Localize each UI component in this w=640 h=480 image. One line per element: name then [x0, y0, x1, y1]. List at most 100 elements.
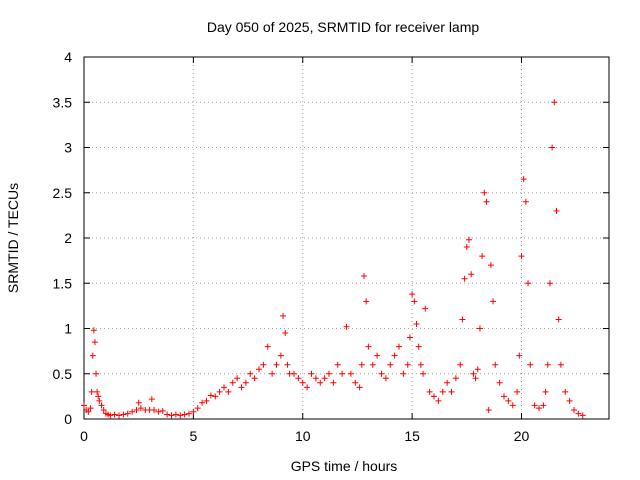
data-point [365, 343, 372, 350]
y-tick-label: 1 [64, 321, 72, 337]
data-point [549, 144, 556, 151]
data-point [566, 397, 573, 404]
data-point [194, 405, 201, 412]
data-point [190, 408, 197, 415]
data-point [203, 397, 210, 404]
data-point [555, 316, 562, 323]
data-point [490, 298, 497, 305]
data-point [374, 352, 381, 359]
data-point [284, 361, 291, 368]
data-point [247, 370, 254, 377]
data-point [474, 366, 481, 373]
data-point [172, 411, 179, 418]
data-point [273, 361, 280, 368]
data-point [439, 388, 446, 395]
data-point [444, 379, 451, 386]
data-point [352, 379, 359, 386]
data-point [531, 402, 538, 409]
data-point [544, 361, 551, 368]
data-point [148, 396, 155, 403]
chart-title: Day 050 of 2025, SRMTID for receiver lam… [207, 19, 480, 35]
data-point [225, 388, 232, 395]
data-point [229, 379, 236, 386]
data-point [107, 412, 114, 419]
data-point [448, 388, 455, 395]
data-point [361, 273, 367, 280]
data-point [133, 406, 140, 413]
data-point [238, 384, 245, 391]
data-point [343, 323, 350, 330]
data-point [177, 412, 184, 419]
data-point [358, 361, 365, 368]
data-point [479, 253, 486, 260]
x-axis-label: GPS time / hours [291, 458, 398, 474]
data-point [317, 379, 324, 386]
data-point [95, 393, 102, 400]
data-point [260, 361, 267, 368]
data-point [96, 397, 103, 404]
data-point [481, 189, 488, 196]
data-point [461, 275, 468, 282]
data-point [312, 375, 319, 382]
y-tick-label: 4 [64, 49, 72, 65]
data-point [334, 361, 341, 368]
data-point [81, 402, 87, 409]
data-point [522, 198, 529, 205]
data-point [207, 392, 214, 399]
y-tick-label: 3 [64, 140, 72, 156]
data-point [553, 207, 560, 214]
data-point [492, 361, 499, 368]
data-point [277, 352, 284, 359]
data-point [186, 410, 192, 417]
data-point [415, 343, 422, 350]
data-point [546, 280, 553, 287]
data-point [431, 393, 437, 400]
plot-frame [83, 56, 610, 420]
data-point [90, 327, 97, 334]
data-point [282, 330, 289, 337]
data-point [330, 379, 337, 386]
data-point [91, 339, 98, 346]
data-point [463, 244, 470, 251]
data-point [120, 411, 127, 418]
data-point [256, 366, 262, 373]
data-point [470, 370, 477, 377]
data-point [476, 325, 483, 332]
x-tick-label: 15 [404, 428, 420, 444]
data-point [413, 320, 420, 327]
data-point [369, 361, 376, 368]
data-point [382, 375, 389, 382]
data-point [98, 402, 105, 409]
data-point [404, 361, 411, 368]
data-point [135, 399, 142, 406]
data-point [516, 352, 523, 359]
data-point [269, 370, 276, 377]
data-point [151, 406, 157, 413]
data-points [81, 99, 586, 419]
y-axis-label: SRMTID / TECUs [5, 183, 21, 293]
y-tick-label: 0 [64, 411, 72, 427]
data-point [155, 408, 162, 415]
data-point [422, 305, 429, 312]
data-point [417, 361, 424, 368]
data-point [111, 411, 118, 418]
data-point [234, 375, 241, 382]
data-point [387, 361, 394, 368]
data-point [579, 412, 586, 419]
data-point [363, 298, 370, 305]
data-point [94, 388, 101, 395]
data-point [396, 343, 402, 350]
data-point [575, 410, 582, 417]
data-point [100, 406, 107, 413]
data-point [466, 236, 472, 243]
x-tick-label: 20 [514, 428, 530, 444]
data-point [87, 405, 94, 412]
data-point [501, 393, 507, 400]
data-point [89, 352, 96, 359]
data-point [520, 176, 527, 183]
data-point [221, 384, 227, 391]
x-tick-label: 10 [295, 428, 311, 444]
data-point [483, 198, 490, 205]
